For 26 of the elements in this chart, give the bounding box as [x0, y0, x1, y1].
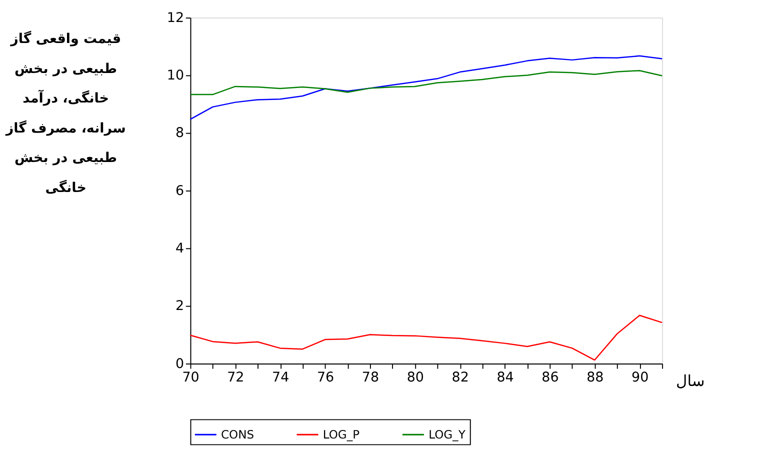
x-tick-label: 88 — [586, 370, 604, 386]
legend-label: LOG_Y — [428, 427, 466, 442]
y-axis-title: قیمت واقعی گاز طبیعی در بخش خانگی، درآمد سرانه، مصرف گاز طبیعی در بخش خانگی — [4, 30, 126, 196]
line-series — [190, 314, 663, 361]
x-tick-label: 82 — [452, 370, 469, 386]
y-tick-label: 6 — [175, 184, 184, 199]
x-tick-label: 78 — [362, 370, 380, 386]
y-tick-label: 12 — [166, 10, 184, 26]
y-tick-label: 8 — [175, 126, 184, 142]
y-tick-label: 2 — [175, 299, 184, 314]
x-tick-label: 76 — [316, 370, 334, 386]
x-tick-label: 86 — [542, 370, 559, 386]
y-tick-label: 10 — [166, 68, 184, 84]
x-tick-label: 84 — [496, 370, 514, 386]
x-tick-label: 74 — [272, 370, 290, 386]
x-tick-label: 90 — [632, 370, 649, 386]
line-series — [190, 55, 663, 120]
line-series — [190, 70, 663, 96]
legend-label: LOG_P — [322, 427, 360, 442]
y-tick-label: 4 — [175, 242, 184, 257]
y-tick-label: 0 — [175, 356, 184, 372]
x-tick-label: 70 — [182, 370, 200, 386]
x-tick-label: 72 — [227, 370, 244, 386]
x-axis-title: سال — [676, 372, 705, 390]
legend-label: CONS — [221, 427, 254, 442]
x-tick-label: 80 — [406, 370, 424, 386]
